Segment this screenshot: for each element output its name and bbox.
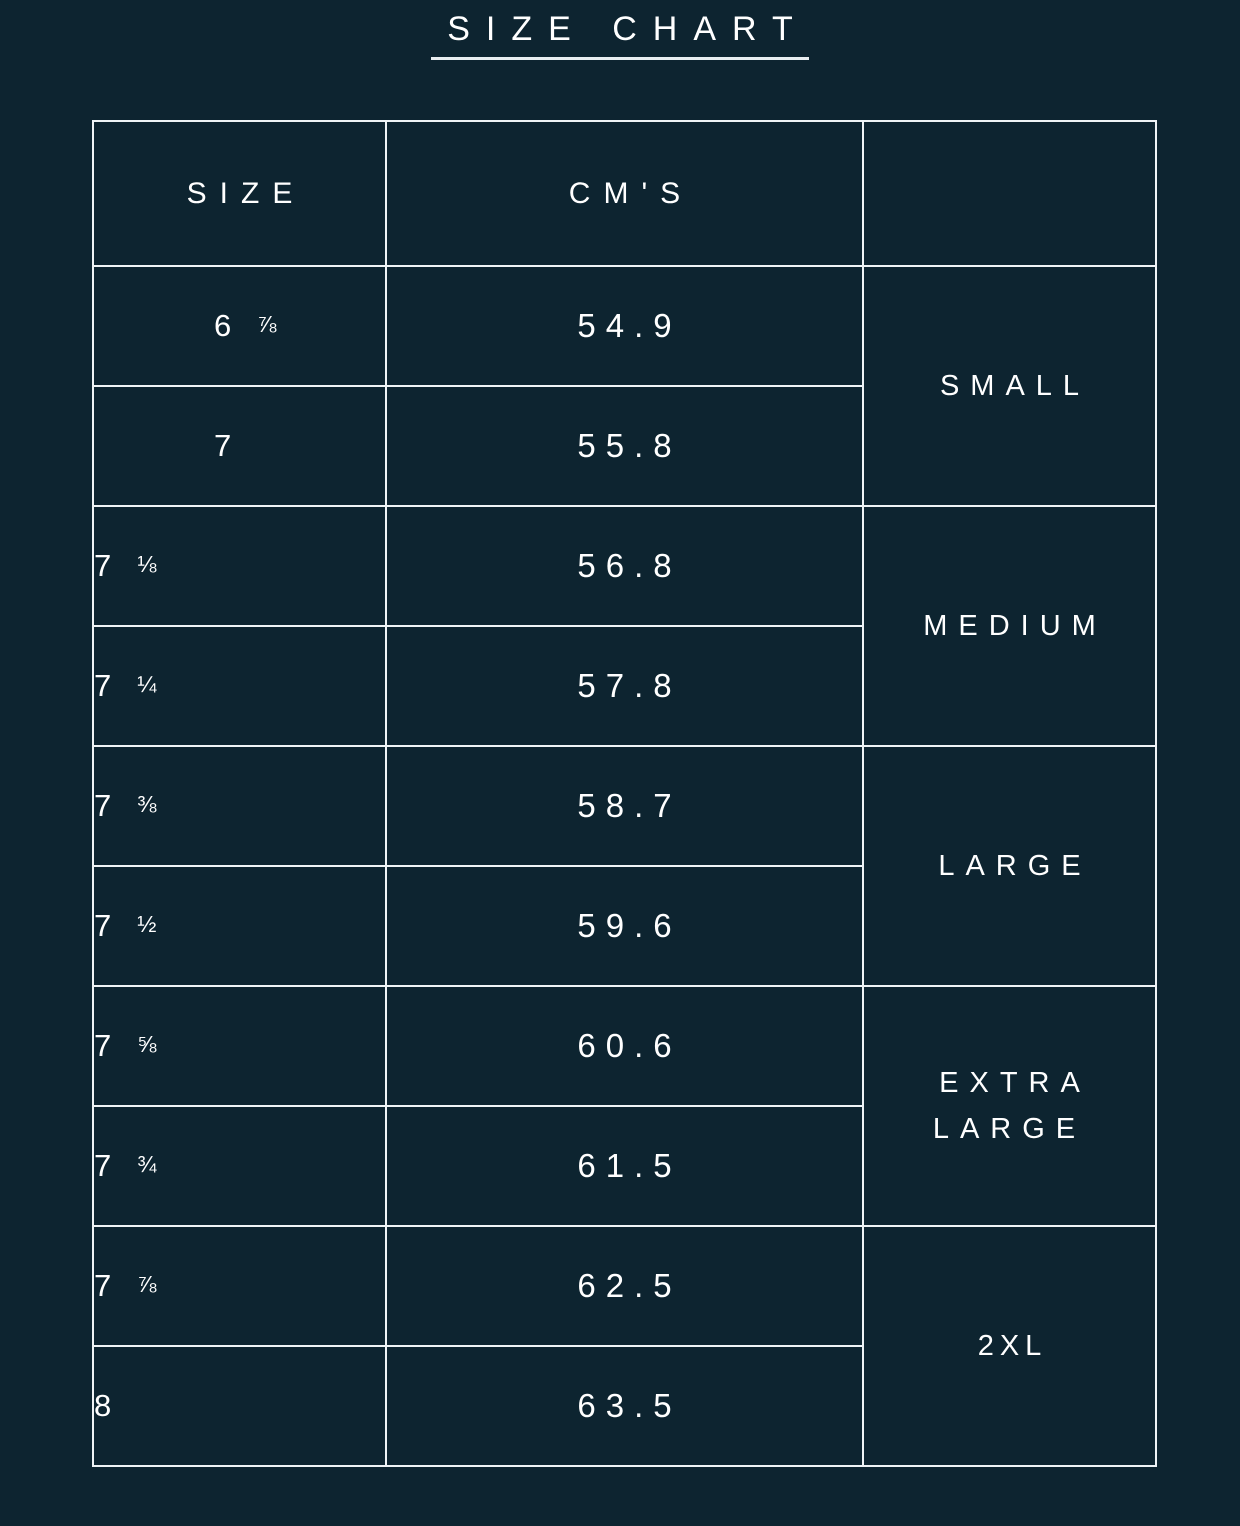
size-fraction-value: ½ <box>137 911 157 937</box>
cell-cm: 63.5 <box>385 1345 864 1467</box>
cell-cm: 57.8 <box>385 625 864 747</box>
cell-size: 7 <box>92 385 387 507</box>
table-row: 7 55.8 <box>92 385 1156 507</box>
page-title: SIZE CHART <box>431 11 809 60</box>
cell-size-name-2xl: 2XL <box>862 1225 1157 1467</box>
table-header-row: SIZE CM'S <box>92 120 1157 267</box>
size-whole-value: 7 <box>94 668 116 703</box>
column-header-size-name <box>862 120 1157 267</box>
size-fraction-value: ¼ <box>137 671 157 697</box>
cell-cm: 56.8 <box>385 505 864 627</box>
size-fraction-value: ⅛ <box>137 551 157 577</box>
column-header-cms: CM'S <box>385 120 864 267</box>
cell-size-name-large: LARGE <box>862 745 1157 987</box>
size-fraction-value: ⅞ <box>257 311 277 337</box>
size-whole-value: 7 <box>214 428 236 463</box>
cell-cm: 54.9 <box>385 265 864 387</box>
size-whole-value: 6 <box>214 308 236 343</box>
cell-size-name-small: SMALL <box>862 265 1157 507</box>
size-whole-value: 7 <box>94 908 116 943</box>
table-row: 8 63.5 <box>92 1345 1156 1467</box>
size-whole-value: 7 <box>94 1268 116 1303</box>
size-whole-value: 7 <box>94 548 116 583</box>
size-fraction-value: ¾ <box>137 1151 157 1177</box>
size-whole-value: 7 <box>94 1148 116 1183</box>
cell-size-name-extra-large: EXTRA LARGE <box>862 985 1157 1227</box>
title-bar: SIZE CHART <box>0 0 1240 120</box>
cell-cm: 55.8 <box>385 385 864 507</box>
size-fraction-value: ⅝ <box>137 1031 157 1057</box>
cell-cm: 62.5 <box>385 1225 864 1347</box>
size-fraction-value: ⅜ <box>137 791 157 817</box>
cell-cm: 61.5 <box>385 1105 864 1227</box>
cell-cm: 60.6 <box>385 985 864 1107</box>
cell-cm: 58.7 <box>385 745 864 867</box>
size-whole-value: 7 <box>94 1028 116 1063</box>
cell-cm: 59.6 <box>385 865 864 987</box>
cell-size-name-medium: MEDIUM <box>862 505 1157 747</box>
size-whole-value: 7 <box>94 788 116 823</box>
size-fraction-value: ⅞ <box>137 1271 157 1297</box>
size-whole-value: 8 <box>94 1388 116 1423</box>
cell-size: 8 <box>92 1345 387 1467</box>
column-header-size: SIZE <box>92 120 387 267</box>
